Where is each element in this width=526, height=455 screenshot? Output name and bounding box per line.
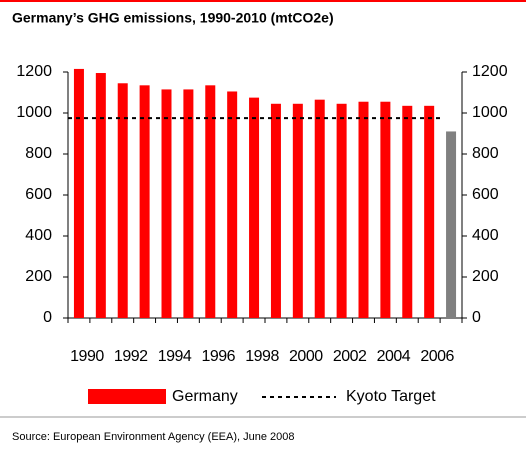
legend-swatch — [88, 389, 166, 404]
bar — [380, 101, 391, 318]
y-tick-label: 800 — [25, 145, 52, 162]
x-tick-label: 1998 — [245, 348, 279, 365]
x-tick-label: 1994 — [158, 348, 192, 365]
bar — [336, 103, 347, 319]
y2-tick-label: 1200 — [472, 63, 508, 80]
bar — [424, 105, 435, 318]
bar — [161, 89, 172, 318]
bar — [139, 85, 150, 318]
y-tick-label: 1200 — [16, 63, 52, 80]
x-tick-label: 1996 — [201, 348, 235, 365]
y2-tick-label: 800 — [472, 145, 499, 162]
legend-label: Germany — [172, 388, 238, 405]
bar — [358, 101, 369, 318]
bar — [117, 83, 128, 319]
x-tick-label: 1990 — [70, 348, 104, 365]
bar — [270, 103, 281, 319]
bar — [249, 97, 260, 318]
y-tick-label: 1000 — [16, 104, 52, 121]
x-tick-label: 2004 — [377, 348, 411, 365]
y-tick-label: 0 — [43, 309, 52, 326]
bar — [183, 89, 194, 318]
source: Source: European Environment Agency (EEA… — [12, 431, 295, 443]
y2-tick-label: 1000 — [472, 104, 508, 121]
x-tick-label: 2006 — [420, 348, 454, 365]
bar — [314, 99, 325, 318]
bar — [227, 91, 238, 318]
bar — [205, 85, 216, 318]
x-tick-label: 1992 — [114, 348, 148, 365]
bar — [73, 68, 84, 318]
x-tick-label: 2000 — [289, 348, 323, 365]
top-border — [0, 0, 526, 2]
legend-label: Kyoto Target — [346, 388, 436, 405]
bar — [446, 131, 457, 318]
y-tick-label: 200 — [25, 268, 52, 285]
y2-tick-label: 0 — [472, 309, 481, 326]
bar — [402, 105, 413, 318]
bar — [95, 73, 106, 319]
y2-tick-label: 200 — [472, 268, 499, 285]
bar — [292, 103, 303, 319]
y2-tick-label: 400 — [472, 227, 499, 244]
y2-tick-label: 600 — [472, 186, 499, 203]
y-tick-label: 400 — [25, 227, 52, 244]
y-tick-label: 600 — [25, 186, 52, 203]
chart-title: Germany’s GHG emissions, 1990-2010 (mtCO… — [12, 10, 334, 26]
x-tick-label: 2002 — [333, 348, 367, 365]
